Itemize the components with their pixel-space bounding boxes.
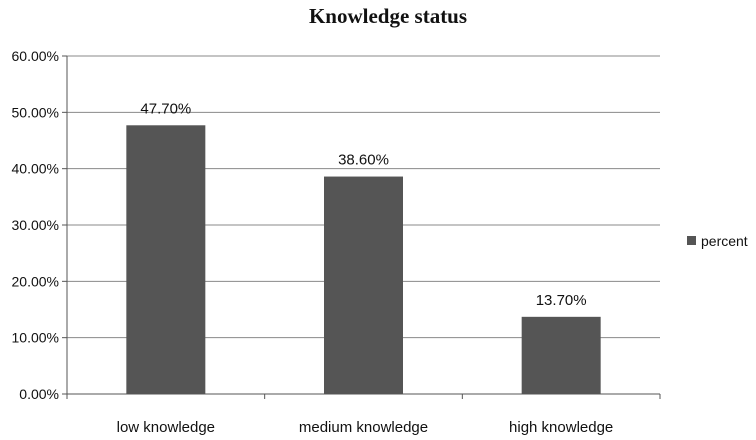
y-tick-label: 50.00%: [12, 104, 59, 120]
y-tick-label: 40.00%: [12, 161, 59, 177]
y-tick-label: 0.00%: [19, 386, 59, 402]
data-label: 47.70%: [140, 100, 191, 117]
bar: [324, 176, 403, 394]
y-tick-label: 60.00%: [12, 48, 59, 64]
x-tick-label: high knowledge: [509, 419, 613, 436]
chart-title: Knowledge status: [308, 4, 468, 28]
y-tick-label: 30.00%: [12, 217, 59, 233]
y-tick-label: 20.00%: [12, 273, 59, 289]
data-label: 13.70%: [536, 292, 587, 309]
bar: [126, 125, 206, 394]
y-tick-label: 10.00%: [12, 330, 59, 346]
legend-swatch: [687, 236, 696, 245]
bar: [521, 316, 601, 394]
x-tick-label: low knowledge: [117, 419, 215, 436]
legend-label: percent: [701, 233, 748, 249]
data-label: 38.60%: [338, 152, 389, 169]
x-tick-label: medium knowledge: [299, 419, 428, 436]
